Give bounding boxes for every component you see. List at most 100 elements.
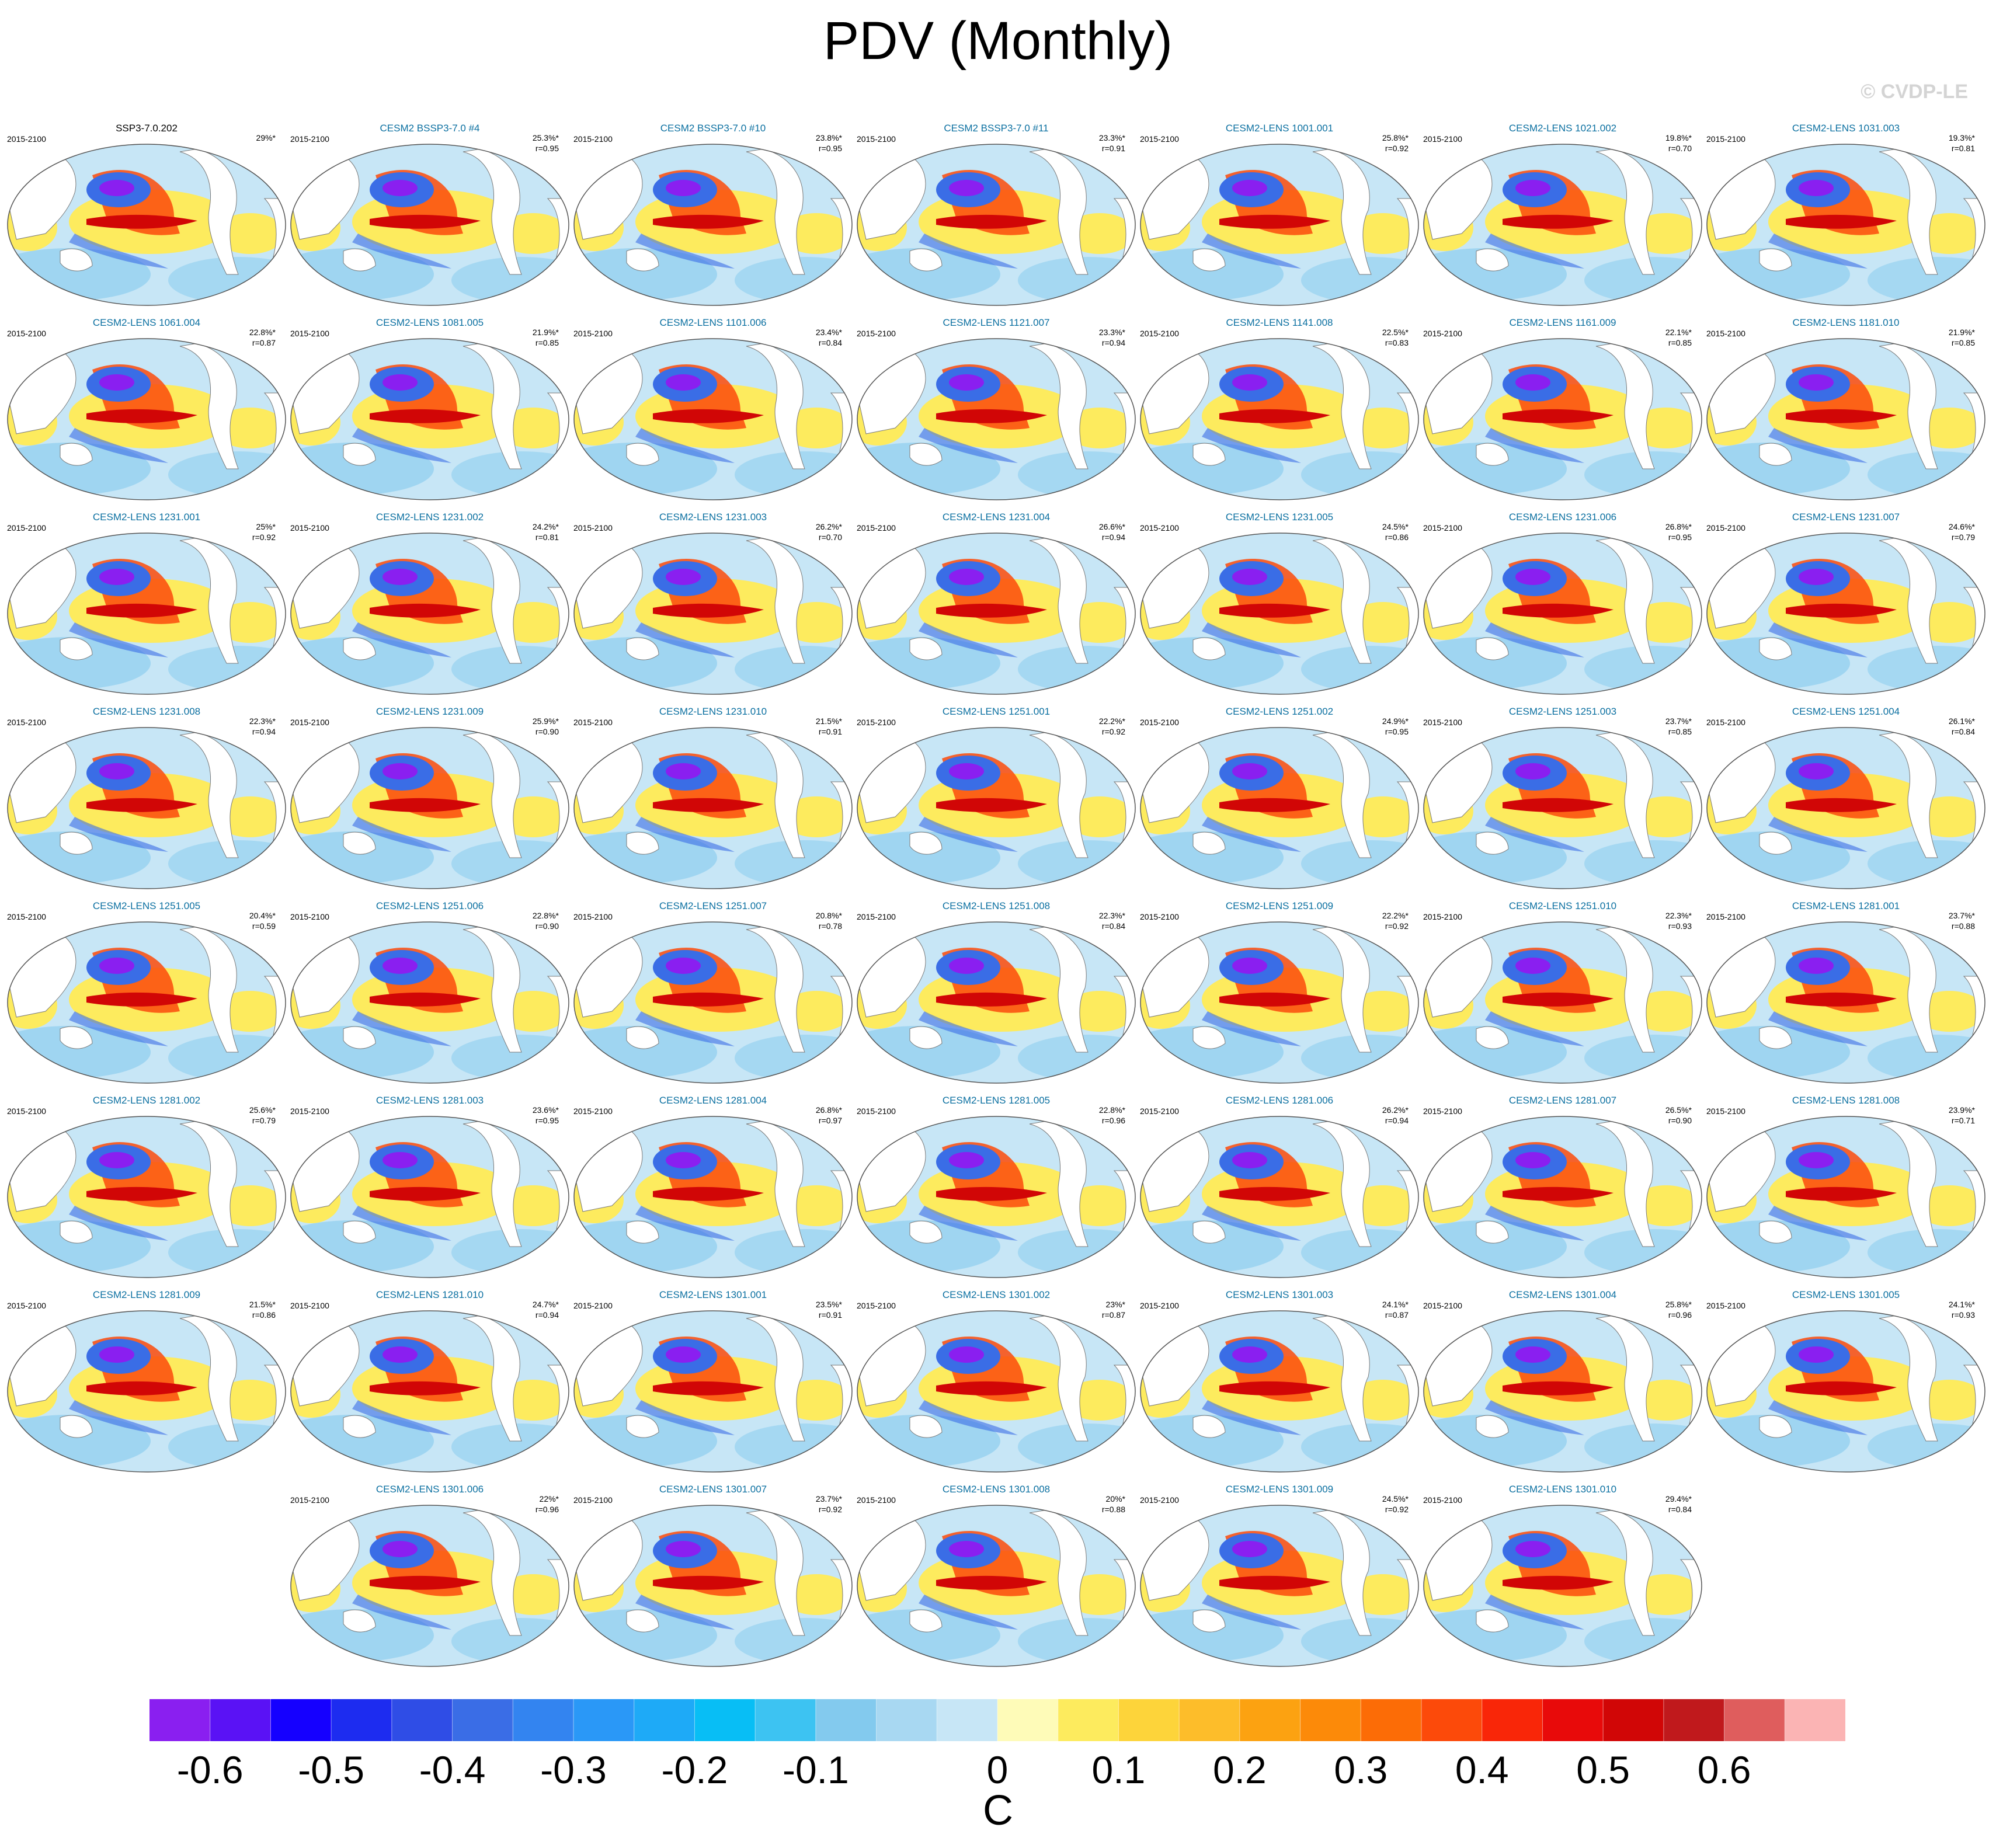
colorbar-tick-label: -0.5 bbox=[298, 1748, 365, 1791]
panel-period: 2015-2100 bbox=[1706, 329, 1745, 338]
map-image bbox=[573, 727, 853, 889]
map-image bbox=[573, 533, 853, 695]
panel-title: CESM2-LENS 1281.009 bbox=[92, 1289, 201, 1300]
map-panel: CESM2-LENS 1251.006 2015-2100 22.8%* r=0.90 bbox=[288, 895, 572, 1087]
panel-title: CESM2-LENS 1281.008 bbox=[1792, 1095, 1900, 1106]
map-image bbox=[1423, 533, 1702, 695]
panel-title: CESM2-LENS 1281.001 bbox=[1792, 900, 1900, 911]
map-image bbox=[573, 144, 853, 306]
panel-pattern-correlation: r=0.92 bbox=[1101, 727, 1125, 736]
map-image bbox=[1140, 727, 1419, 889]
panel-pattern-correlation: r=0.95 bbox=[535, 1116, 559, 1125]
panel-title: CESM2-LENS 1301.006 bbox=[375, 1484, 484, 1495]
panel-variance-pct: 29%* bbox=[256, 133, 276, 142]
panel-pattern-correlation: r=0.59 bbox=[252, 921, 276, 931]
panel-pattern-correlation: r=0.95 bbox=[818, 144, 842, 153]
panel-variance-pct: 23.7%* bbox=[1665, 716, 1692, 726]
panel-title: CESM2-LENS 1251.008 bbox=[942, 900, 1051, 911]
panel-period: 2015-2100 bbox=[1140, 1301, 1179, 1310]
panel-variance-pct: 20.4%* bbox=[249, 911, 276, 920]
panel-period: 2015-2100 bbox=[1423, 718, 1462, 727]
panel-title: CESM2-LENS 1301.008 bbox=[942, 1484, 1051, 1495]
panel-period: 2015-2100 bbox=[7, 1301, 46, 1310]
panel-pattern-correlation: r=0.70 bbox=[818, 533, 842, 542]
map-panel: CESM2-LENS 1231.005 2015-2100 24.5%* r=0.86 bbox=[1138, 506, 1421, 698]
panel-pattern-correlation: r=0.84 bbox=[818, 338, 842, 347]
map-image bbox=[1706, 1310, 1985, 1473]
colorbar-tick-label: 0.2 bbox=[1212, 1748, 1267, 1791]
map-panel: CESM2-LENS 1251.002 2015-2100 24.9%* r=0.95 bbox=[1138, 700, 1421, 893]
panel-variance-pct: 23%* bbox=[1105, 1300, 1125, 1309]
map-panel: CESM2-LENS 1301.005 2015-2100 24.1%* r=0.93 bbox=[1704, 1283, 1988, 1476]
panel-title: CESM2-LENS 1231.006 bbox=[1508, 511, 1617, 523]
panel-variance-pct: 26.2%* bbox=[1382, 1105, 1409, 1115]
map-panel: CESM2-LENS 1281.010 2015-2100 24.7%* r=0.94 bbox=[288, 1283, 572, 1476]
map-panel: CESM2-LENS 1251.001 2015-2100 22.2%* r=0.92 bbox=[854, 700, 1138, 893]
panel-title: CESM2-LENS 1301.010 bbox=[1508, 1484, 1617, 1495]
panel-period: 2015-2100 bbox=[290, 523, 329, 533]
panel-pattern-correlation: r=0.95 bbox=[1668, 533, 1692, 542]
colorbar-tick-label: -0.1 bbox=[782, 1748, 849, 1791]
panel-pattern-correlation: r=0.94 bbox=[1385, 1116, 1409, 1125]
colorbar-tick-label: 0.5 bbox=[1576, 1748, 1630, 1791]
map-image bbox=[1423, 1310, 1702, 1473]
map-image bbox=[1140, 1116, 1419, 1278]
panel-title: CESM2-LENS 1251.002 bbox=[1225, 706, 1334, 717]
panel-title: CESM2-LENS 1231.008 bbox=[92, 706, 201, 717]
panel-period: 2015-2100 bbox=[573, 1301, 613, 1310]
panel-period: 2015-2100 bbox=[857, 912, 896, 921]
panel-title: CESM2-LENS 1001.001 bbox=[1225, 123, 1334, 134]
panel-pattern-correlation: r=0.87 bbox=[1385, 1310, 1409, 1320]
panel-pattern-correlation: r=0.94 bbox=[1101, 338, 1125, 347]
panel-variance-pct: 29.4%* bbox=[1665, 1494, 1692, 1504]
colorbar-tick-label: 0.1 bbox=[1091, 1748, 1146, 1791]
map-panel: CESM2-LENS 1081.005 2015-2100 21.9%* r=0.85 bbox=[288, 311, 572, 504]
panel-pattern-correlation: r=0.81 bbox=[535, 533, 559, 542]
map-panel: CESM2-LENS 1301.010 2015-2100 29.4%* r=0.84 bbox=[1421, 1478, 1705, 1670]
panel-variance-pct: 22.1%* bbox=[1665, 328, 1692, 337]
panel-period: 2015-2100 bbox=[1423, 1495, 1462, 1505]
panel-title: CESM2-LENS 1281.004 bbox=[659, 1095, 767, 1106]
panel-title: CESM2-LENS 1101.006 bbox=[659, 317, 767, 328]
map-image bbox=[1423, 1116, 1702, 1278]
panel-pattern-correlation: r=0.79 bbox=[252, 1116, 276, 1125]
panel-period: 2015-2100 bbox=[857, 1495, 896, 1505]
panel-title: CESM2-LENS 1301.004 bbox=[1508, 1289, 1617, 1300]
panel-period: 2015-2100 bbox=[1423, 329, 1462, 338]
panel-period: 2015-2100 bbox=[290, 718, 329, 727]
panel-period: 2015-2100 bbox=[1706, 1301, 1745, 1310]
panel-title: CESM2 BSSP3-7.0 #4 bbox=[380, 123, 480, 134]
map-image bbox=[290, 727, 569, 889]
panel-pattern-correlation: r=0.85 bbox=[535, 338, 559, 347]
map-panel: CESM2-LENS 1231.001 2015-2100 25%* r=0.92 bbox=[5, 506, 288, 698]
panel-variance-pct: 22.8%* bbox=[249, 328, 276, 337]
panel-title: CESM2-LENS 1031.003 bbox=[1792, 123, 1900, 134]
map-panel: CESM2-LENS 1231.002 2015-2100 24.2%* r=0.81 bbox=[288, 506, 572, 698]
panel-pattern-correlation: r=0.90 bbox=[1668, 1116, 1692, 1125]
map-panel: CESM2-LENS 1251.007 2015-2100 20.8%* r=0.78 bbox=[571, 895, 855, 1087]
map-panel: CESM2-LENS 1181.010 2015-2100 21.9%* r=0.85 bbox=[1704, 311, 1988, 504]
panel-period: 2015-2100 bbox=[290, 1301, 329, 1310]
map-image bbox=[7, 338, 286, 500]
panel-variance-pct: 22.8%* bbox=[1098, 1105, 1125, 1115]
map-panel: CESM2-LENS 1301.009 2015-2100 24.5%* r=0.92 bbox=[1138, 1478, 1421, 1670]
panel-title: CESM2-LENS 1081.005 bbox=[375, 317, 484, 328]
map-panel: CESM2-LENS 1231.009 2015-2100 25.9%* r=0.90 bbox=[288, 700, 572, 893]
map-image bbox=[7, 533, 286, 695]
panel-period: 2015-2100 bbox=[290, 134, 329, 144]
panel-title: CESM2-LENS 1061.004 bbox=[92, 317, 201, 328]
panel-variance-pct: 26.1%* bbox=[1948, 716, 1975, 726]
panel-period: 2015-2100 bbox=[1140, 718, 1179, 727]
panel-title: CESM2-LENS 1301.007 bbox=[659, 1484, 767, 1495]
colorbar-swatch bbox=[1421, 1699, 1483, 1741]
panel-pattern-correlation: r=0.92 bbox=[1385, 144, 1409, 153]
panel-pattern-correlation: r=0.94 bbox=[252, 727, 276, 736]
panel-pattern-correlation: r=0.92 bbox=[818, 1505, 842, 1514]
colorbar-swatch bbox=[1542, 1699, 1604, 1741]
panel-period: 2015-2100 bbox=[7, 912, 46, 921]
panel-pattern-correlation: r=0.97 bbox=[818, 1116, 842, 1125]
map-panel: CESM2-LENS 1001.001 2015-2100 25.8%* r=0.92 bbox=[1138, 117, 1421, 309]
panel-pattern-correlation: r=0.86 bbox=[1385, 533, 1409, 542]
map-image bbox=[573, 1310, 853, 1473]
panel-variance-pct: 24.5%* bbox=[1382, 1494, 1409, 1504]
